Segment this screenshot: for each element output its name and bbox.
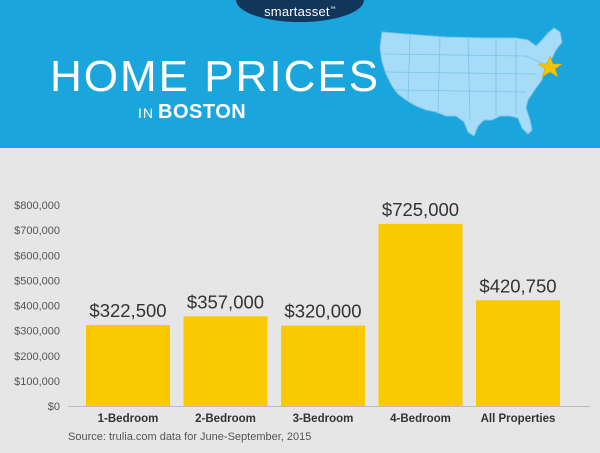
- y-tick-label: $500,000: [14, 275, 60, 287]
- state-borders: [383, 33, 545, 121]
- y-tick-label: $700,000: [14, 225, 60, 237]
- bar: [476, 300, 560, 406]
- star-icon: [537, 55, 563, 78]
- usa-map-icon: [376, 24, 572, 142]
- bar: [378, 223, 463, 406]
- x-tick-label: 3-Bedroom: [293, 413, 354, 425]
- y-tick-label: $600,000: [14, 250, 60, 262]
- bar: [86, 324, 170, 406]
- data-label: $322,500: [89, 300, 166, 321]
- bar-chart-svg: $0 $100,000 $200,000 $300,000 $400,000 $500,0…: [14, 199, 590, 425]
- logo-tab: smartasset™: [236, 0, 364, 22]
- bar: [183, 316, 268, 406]
- usa-map-shape: [379, 27, 563, 137]
- header-banner: smartasset™ HOME PRICES IN BOSTON: [0, 0, 600, 148]
- page-subtitle: IN BOSTON: [138, 102, 246, 124]
- x-tick-label: 2-Bedroom: [195, 413, 256, 425]
- y-tick-label: $300,000: [14, 326, 60, 338]
- x-tick-label: All Properties: [481, 413, 556, 425]
- y-tick-label: $100,000: [14, 376, 60, 388]
- logo: smartasset™: [264, 3, 336, 19]
- page-title: HOME PRICES: [50, 52, 381, 101]
- bar: [281, 325, 365, 406]
- x-tick-label: 4-Bedroom: [390, 413, 451, 425]
- subtitle-prefix: IN: [138, 105, 154, 121]
- subtitle-city: BOSTON: [158, 101, 247, 123]
- data-label: $725,000: [382, 199, 459, 220]
- y-tick-label: $200,000: [14, 351, 60, 363]
- x-tick-label: 1-Bedroom: [98, 413, 159, 425]
- y-tick-label: $0: [48, 401, 60, 413]
- bar-chart: $0 $100,000 $200,000 $300,000 $400,000 $500,0…: [0, 148, 600, 453]
- source-note: Source: trulia.com data for June-Septemb…: [68, 431, 312, 443]
- data-label: $357,000: [187, 291, 264, 312]
- data-label: $420,750: [479, 275, 556, 296]
- data-label: $320,000: [284, 301, 361, 322]
- y-tick-label: $800,000: [14, 200, 60, 212]
- y-tick-label: $400,000: [14, 301, 60, 313]
